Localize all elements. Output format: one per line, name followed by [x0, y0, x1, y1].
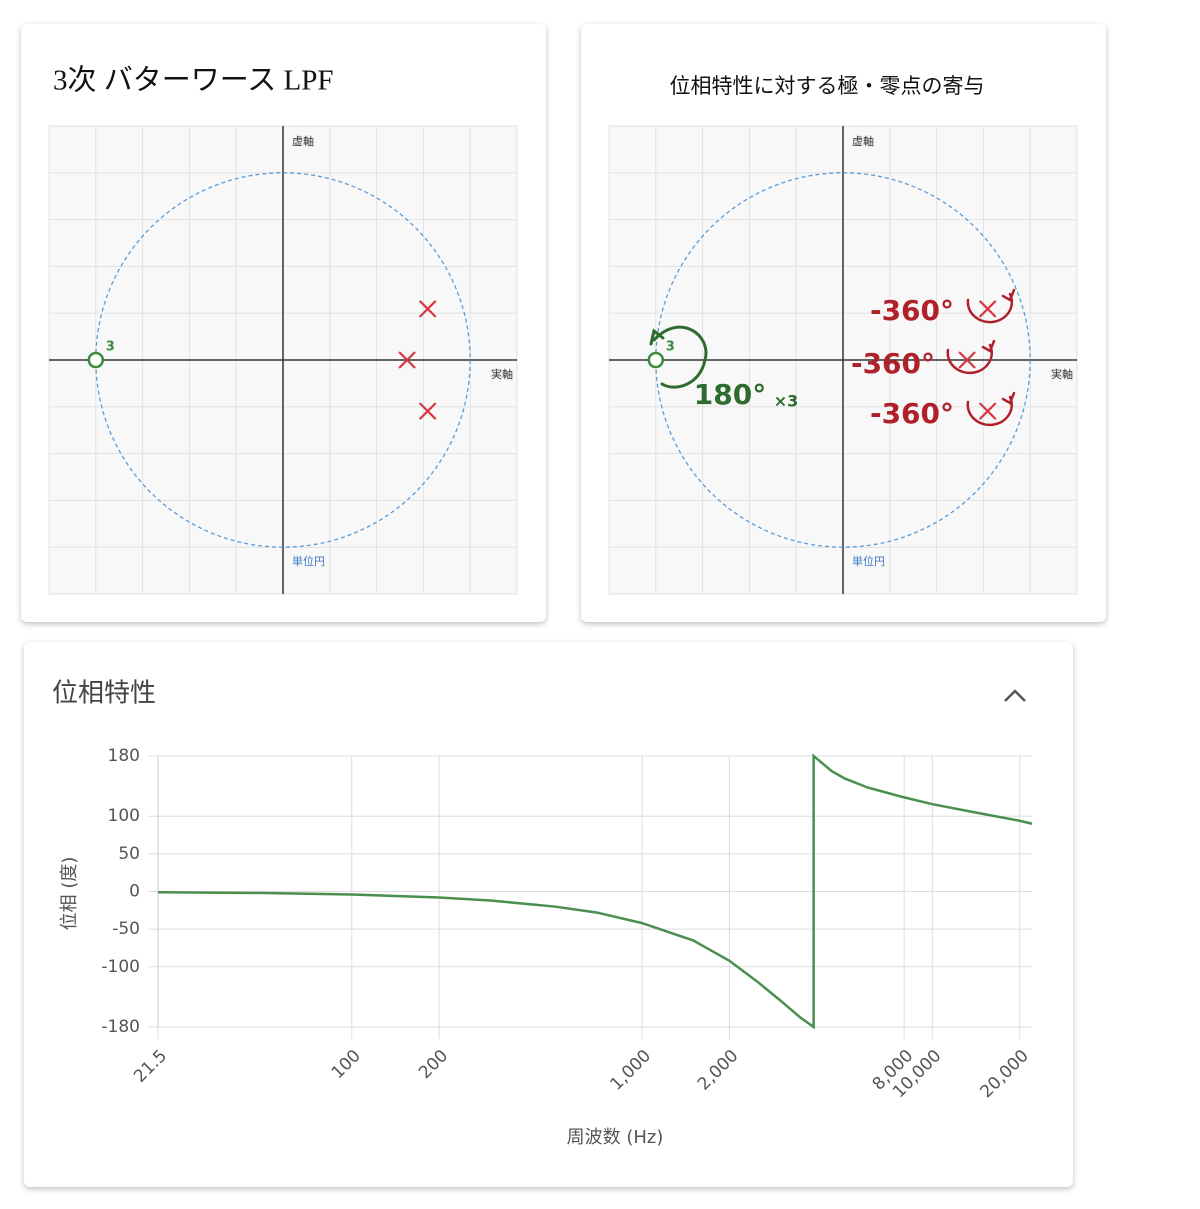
pole [978, 300, 997, 318]
pole [418, 300, 437, 318]
unit-circle [95, 172, 471, 548]
annotation: -360° [870, 397, 954, 430]
y-tick-label: -50 [112, 919, 140, 939]
chart-title: 3次 バターワース LPF [53, 64, 334, 97]
x-axis-label: 実軸 [1051, 367, 1073, 381]
y-tick-label: 180 [108, 746, 140, 766]
y-axis-label: 虚軸 [292, 134, 314, 148]
y-tick-label: -100 [101, 957, 140, 977]
zero-multiplicity: 3 [666, 340, 675, 355]
pole [418, 402, 437, 420]
annotation: -360° [851, 347, 935, 380]
annotation-arrows [649, 288, 1016, 427]
chart-title: 位相特性に対する極・零点の寄与 [670, 74, 985, 98]
y-tick-label: 50 [118, 844, 140, 864]
circle-label: 単位円 [292, 554, 325, 568]
annotation: ×3 [774, 392, 799, 411]
zero [647, 351, 665, 369]
circle-label: 単位円 [852, 554, 885, 568]
x-tick-label: 21.5 [130, 1046, 171, 1087]
x-tick-label: 200 [415, 1046, 452, 1083]
pole [398, 351, 416, 369]
y-axis-label: 位相 (度) [59, 857, 80, 931]
x-tick-label: 20,000 [977, 1046, 1033, 1102]
collapse-icon[interactable] [1004, 689, 1026, 702]
data-line [157, 753, 1033, 1030]
y-axis-label: 虚軸 [852, 134, 874, 148]
x-tick-label: 100 [328, 1046, 365, 1083]
annotation: -360° [870, 294, 954, 327]
chart-title: 位相特性 [52, 679, 156, 709]
x-axis-label: 実軸 [491, 367, 513, 381]
pole [958, 351, 976, 369]
x-tick-label: 1,000 [607, 1046, 656, 1095]
annotation: 180° [694, 378, 766, 411]
y-tick-label: 100 [108, 806, 140, 826]
unit-circle [655, 172, 1031, 548]
zero [87, 351, 105, 369]
x-tick-label: 2,000 [694, 1046, 743, 1095]
y-tick-label: 0 [129, 882, 140, 902]
pole [978, 402, 997, 420]
x-axis-label: 周波数 (Hz) [567, 1127, 664, 1148]
y-tick-label: -180 [101, 1017, 140, 1037]
zero-multiplicity: 3 [106, 340, 115, 355]
card [24, 642, 1073, 1187]
